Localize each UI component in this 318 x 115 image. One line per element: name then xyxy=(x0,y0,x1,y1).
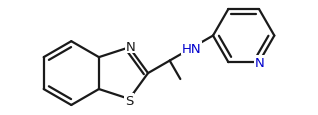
Text: N: N xyxy=(255,56,265,69)
Text: HN: HN xyxy=(182,42,201,55)
Text: S: S xyxy=(125,94,134,107)
Text: N: N xyxy=(126,40,135,53)
